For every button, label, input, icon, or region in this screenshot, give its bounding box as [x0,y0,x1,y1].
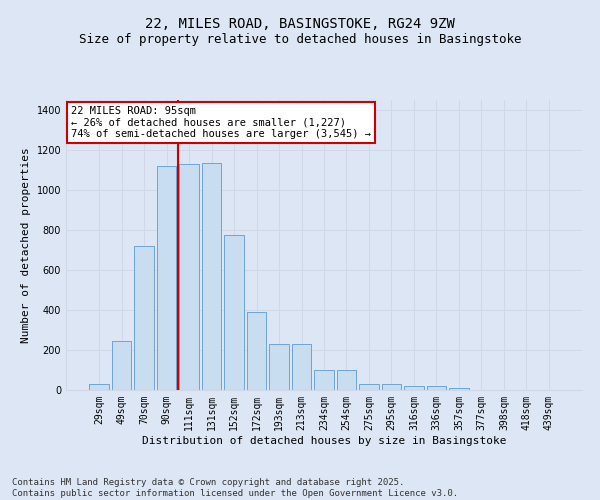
Bar [179,164,199,390]
Y-axis label: Number of detached properties: Number of detached properties [21,147,31,343]
Bar [247,312,266,390]
Bar [359,384,379,390]
Text: Contains HM Land Registry data © Crown copyright and database right 2025.
Contai: Contains HM Land Registry data © Crown c… [12,478,458,498]
Bar [112,341,131,390]
Bar [314,370,334,390]
Bar [89,384,109,390]
Bar [157,166,176,390]
Bar [202,163,221,390]
Bar [134,246,154,390]
Bar [292,344,311,390]
Text: Size of property relative to detached houses in Basingstoke: Size of property relative to detached ho… [79,32,521,46]
Bar [404,386,424,390]
Bar [269,344,289,390]
Bar [337,370,356,390]
Text: 22, MILES ROAD, BASINGSTOKE, RG24 9ZW: 22, MILES ROAD, BASINGSTOKE, RG24 9ZW [145,18,455,32]
Bar [427,386,446,390]
Text: 22 MILES ROAD: 95sqm
← 26% of detached houses are smaller (1,227)
74% of semi-de: 22 MILES ROAD: 95sqm ← 26% of detached h… [71,106,371,139]
Bar [224,235,244,390]
Bar [382,384,401,390]
Bar [449,388,469,390]
X-axis label: Distribution of detached houses by size in Basingstoke: Distribution of detached houses by size … [142,436,506,446]
